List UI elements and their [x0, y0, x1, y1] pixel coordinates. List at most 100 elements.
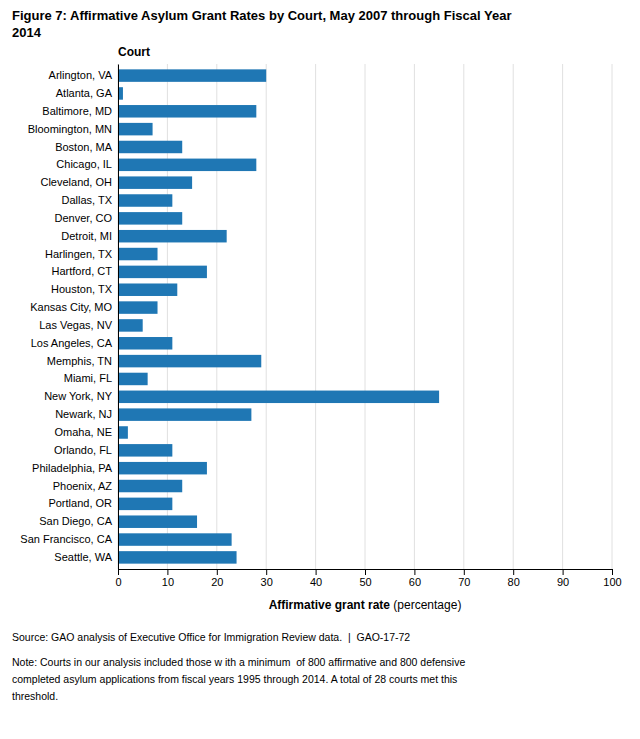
grid-line	[216, 64, 217, 569]
bar	[118, 176, 192, 188]
x-tick-mark	[316, 569, 317, 575]
x-tick-label: 90	[557, 576, 569, 588]
y-tick-label: Las Vegas, NV	[39, 319, 112, 331]
y-axis-line	[118, 65, 119, 570]
x-tick-label: 10	[162, 576, 174, 588]
x-tick: 80	[508, 569, 520, 588]
bar	[118, 515, 197, 527]
y-tick-label: San Francisco, CA	[20, 533, 112, 545]
y-tick-label: Phoenix, AZ	[53, 480, 113, 492]
bar	[118, 391, 439, 403]
x-tick: 10	[162, 569, 174, 588]
bar	[118, 533, 232, 545]
y-tick-label: Los Angeles, CA	[31, 337, 113, 349]
y-tick: Seattle, WA	[54, 551, 112, 563]
x-tick-mark	[513, 569, 514, 575]
y-tick: Newark, NJ	[55, 408, 112, 420]
x-tick-label: 50	[359, 576, 371, 588]
y-tick-label: Philadelphia, PA	[32, 462, 113, 474]
grid-line	[612, 64, 613, 569]
y-tick-label: Cleveland, OH	[40, 176, 112, 188]
y-tick-label: Miami, FL	[64, 372, 112, 384]
x-tick-mark	[414, 569, 415, 575]
y-tick: Cleveland, OH	[40, 176, 112, 188]
x-tick-label: 100	[603, 576, 621, 588]
y-tick-label: Boston, MA	[55, 140, 113, 152]
y-tick: Dallas, TX	[61, 194, 112, 206]
y-tick: Atlanta, GA	[56, 87, 113, 99]
bar	[118, 551, 237, 563]
x-tick-mark	[365, 569, 366, 575]
x-axis-title-part: (percentage)	[390, 598, 461, 612]
bar	[118, 105, 256, 117]
y-tick: Detroit, MI	[61, 230, 112, 242]
y-tick-label: Dallas, TX	[61, 194, 112, 206]
x-tick-mark	[464, 569, 465, 575]
x-tick: 20	[211, 569, 223, 588]
x-tick-label: 30	[261, 576, 273, 588]
y-tick: Miami, FL	[64, 372, 112, 384]
grid-line	[414, 64, 415, 569]
y-axis: Arlington, VA Atlanta, GA Baltimore, MD Blo…	[20, 65, 118, 570]
bar	[118, 319, 143, 331]
y-tick: Bloomington, MN	[28, 123, 112, 135]
y-tick: Harlingen, TX	[45, 248, 113, 260]
y-tick: Hartford, CT	[51, 265, 112, 277]
bars	[118, 69, 439, 563]
x-tick-label: 70	[458, 576, 470, 588]
y-tick-label: Harlingen, TX	[45, 248, 113, 260]
y-tick: New York, NY	[44, 390, 113, 402]
bar	[118, 123, 153, 135]
grid-line	[118, 64, 119, 569]
bar	[118, 373, 148, 385]
grid-line	[513, 64, 514, 569]
bar	[118, 69, 266, 81]
y-tick: Philadelphia, PA	[32, 462, 113, 474]
x-tick-label: 40	[310, 576, 322, 588]
bar	[118, 498, 172, 510]
bar	[118, 337, 172, 349]
grid-line	[463, 64, 464, 569]
y-tick-label: Kansas City, MO	[30, 301, 112, 313]
x-tick: 60	[409, 569, 421, 588]
x-tick-label: 80	[508, 576, 520, 588]
grid	[118, 64, 612, 569]
bar	[118, 141, 182, 153]
y-tick: Houston, TX	[51, 283, 113, 295]
x-tick-mark	[266, 569, 267, 575]
bar	[118, 355, 261, 367]
x-tick: 0	[115, 569, 121, 588]
bar	[118, 266, 207, 278]
y-tick-label: Memphis, TN	[47, 355, 112, 367]
bar	[118, 212, 182, 224]
bar	[118, 283, 177, 295]
bar	[118, 462, 207, 474]
bar	[118, 194, 172, 206]
grid-line	[266, 64, 267, 569]
bar	[118, 444, 172, 456]
y-tick-label: Orlando, FL	[54, 444, 112, 456]
bar	[118, 230, 227, 242]
y-tick: Orlando, FL	[54, 444, 112, 456]
y-tick-label: Portland, OR	[48, 497, 112, 509]
x-tick: 40	[310, 569, 322, 588]
y-tick-label: Seattle, WA	[54, 551, 112, 563]
y-tick: San Francisco, CA	[20, 533, 112, 545]
y-tick: Las Vegas, NV	[39, 319, 112, 331]
y-tick-label: Arlington, VA	[49, 69, 113, 81]
bar	[118, 301, 158, 313]
x-tick-mark	[612, 569, 613, 575]
y-tick-label: Baltimore, MD	[42, 105, 112, 117]
bar	[118, 426, 128, 438]
x-tick: 50	[359, 569, 371, 588]
y-tick: Los Angeles, CA	[31, 337, 113, 349]
y-tick-label: Denver, CO	[55, 212, 113, 224]
title: 2014	[12, 25, 42, 40]
x-tick-mark	[118, 569, 119, 575]
y-tick-label: Chicago, IL	[56, 158, 112, 170]
x-axis-line	[119, 570, 613, 576]
y-tick: Boston, MA	[55, 140, 113, 152]
grid-line	[365, 64, 366, 569]
x-axis-title: Affirmative grant rate (percentage)	[269, 598, 462, 612]
x-tick-label: 60	[409, 576, 421, 588]
